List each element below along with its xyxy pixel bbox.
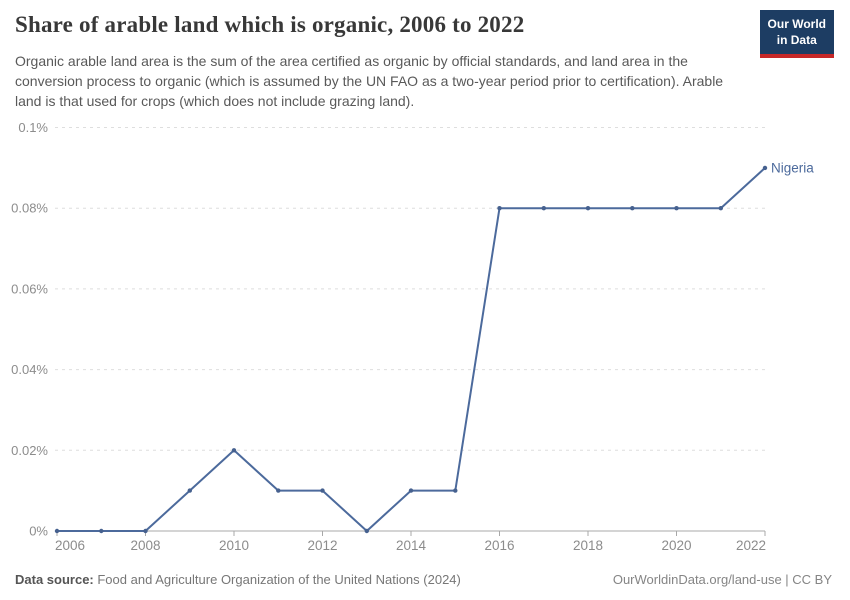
y-tick-label: 0.02% [11,443,48,458]
data-point[interactable] [231,448,237,453]
x-tick-label: 2014 [396,538,427,553]
chart-subtitle: Organic arable land area is the sum of t… [15,53,724,109]
data-point[interactable] [630,206,635,211]
data-point[interactable] [54,528,60,534]
chart-canvas: 0% 0.02% 0.04% 0.06% 0.08% 0.1% 2006 2008 2010 20… [11,120,814,553]
line-chart: 0% 0.02% 0.04% 0.06% 0.08% 0.1% 2006 2008 2010 20… [0,115,850,565]
owid-logo[interactable]: Our World in Data [759,10,834,59]
x-tick-label: 2006 [55,538,85,553]
y-tick-label: 0.06% [11,281,48,296]
y-tick-label: 0.08% [11,201,48,216]
data-point[interactable] [674,206,679,211]
data-point[interactable] [320,488,325,493]
data-source: Data source: Food and Agriculture Organi… [15,572,461,587]
x-tick-label: 2022 [736,538,766,553]
x-tick-label: 2010 [219,538,249,553]
chart-footer: Data source: Food and Agriculture Organi… [15,572,832,587]
data-point[interactable] [718,206,723,211]
data-point[interactable] [408,488,414,493]
data-point[interactable] [497,206,502,211]
data-point[interactable] [143,528,148,534]
x-tick-label: 2016 [484,538,514,553]
owid-logo-line2: in Data [776,32,817,47]
data-point[interactable] [276,488,281,493]
data-point[interactable] [585,206,591,211]
series-label[interactable]: Nigeria [771,160,814,175]
owid-logo-line1: Our World [767,17,826,31]
data-point[interactable] [762,165,768,171]
data-point[interactable] [453,488,458,493]
chart-title: Share of arable land which is organic, 2… [15,12,525,37]
data-point[interactable] [364,528,369,534]
x-tick-label: 2008 [130,538,160,553]
data-point[interactable] [99,528,104,534]
y-tick-label: 0% [29,524,48,539]
data-point[interactable] [187,488,192,493]
x-tick-label: 2018 [573,538,603,553]
data-point[interactable] [541,206,546,211]
y-tick-label: 0.1% [18,120,48,135]
data-source-label: Data source: [15,572,94,587]
y-tick-label: 0.04% [11,362,48,377]
series-line [56,166,766,532]
x-tick-label: 2012 [307,538,337,553]
owid-license-link[interactable]: OurWorldinData.org/land-use | CC BY [612,572,832,587]
data-source-value: Food and Agriculture Organization of the… [93,572,461,587]
x-tick-label: 2020 [661,538,691,553]
